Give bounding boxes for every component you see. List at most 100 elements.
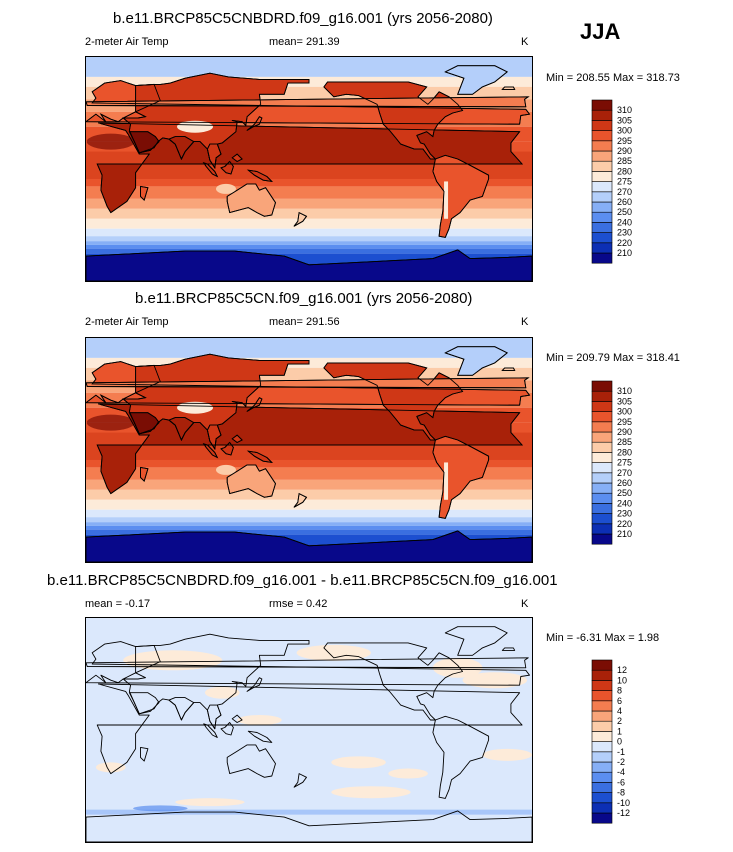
colorbar-tick-label: 270 [617,187,632,197]
coastline-india [168,697,195,721]
panel-2-mean: mean= 291.56 [269,316,340,328]
colorbar-tick-label: 8 [617,686,622,696]
colorbar-tick-label: -8 [617,788,625,798]
colorbar-tick-label: 305 [617,115,632,125]
coastline-newguinea [247,730,273,743]
colorbar-swatch [591,792,613,804]
colorbar-tick-label: -1 [617,747,625,757]
coastline-seAsiaIslands [231,714,243,723]
colorbar-swatch [591,802,613,814]
colorbar-tick-label: 260 [617,197,632,207]
colorbar-tick-label: -4 [617,767,625,777]
season-label: JJA [580,19,621,44]
panel-1-colorbar: 210 220 230 240 250 260 270 275 280 285 290 295 300 3… [591,99,652,276]
colorbar-swatch [591,242,613,254]
colorbar-tick-label: 230 [617,228,632,238]
coastline-iceland [501,647,516,651]
coastline-namerica [323,642,464,721]
colorbar-swatch [591,452,613,463]
colorbar-swatch [591,421,613,433]
panel-1-map [85,56,533,282]
panel-2-units: K [521,316,529,328]
colorbar-swatch [591,533,613,545]
colorbar-swatch [591,99,613,111]
panel-2-minmax: Min = 209.79 Max = 318.41 [546,352,680,364]
colorbar-swatch [591,181,613,193]
colorbar-swatch [591,201,613,213]
colorbar-swatch [591,812,613,824]
colorbar-swatch [591,523,613,535]
colorbar-swatch [591,710,613,722]
coastline-madagascar [140,746,149,762]
colorbar-swatch [591,390,613,402]
colorbar-swatch [591,741,613,753]
colorbar-swatch [591,150,613,162]
coastline-australia [226,744,276,778]
coastline-uk [86,657,529,669]
colorbar-tick-label: 280 [617,166,632,176]
colorbar-swatch [591,492,613,504]
colorbar-tick-label: 12 [617,665,627,675]
coastline-nz [293,773,307,788]
colorbar-swatch [591,513,613,525]
colorbar-swatch [591,771,613,783]
colorbar-swatch [591,160,613,172]
colorbar-swatch [591,191,613,203]
colorbar-tick-label: 310 [617,105,632,115]
colorbar-tick-label: 240 [617,498,632,508]
colorbar-tick-label: 250 [617,207,632,217]
panel-3-colorbar: -12 -10 -8 -6 -4 -2 -1 0 1 2 4 6 8 10 12 [591,659,652,836]
colorbar-tick-label: 285 [617,437,632,447]
panel-2-map [85,337,533,563]
colorbar-tick-label: 4 [617,706,622,716]
colorbar-tick-label: -2 [617,757,625,767]
colorbar-swatch [591,472,613,484]
colorbar-tick-label: 220 [617,238,632,248]
panel-3-mean: mean = -0.17 [85,598,151,610]
colorbar-swatch [591,380,613,392]
panel-1-title: b.e11.BRCP85C5CNBDRD.f09_g16.001 (yrs 20… [113,10,493,27]
colorbar-tick-label: 275 [617,458,632,468]
panel-1-variable: 2-meter Air Temp [85,36,169,48]
colorbar-tick-label: 275 [617,177,632,187]
colorbar-swatch [591,720,613,732]
panel-3-rmse: rmse = 0.42 [269,598,328,610]
colorbar-swatch [591,130,613,142]
colorbar-tick-label: 210 [617,248,632,258]
colorbar-tick-label: 250 [617,488,632,498]
panel-1-minmax: Min = 208.55 Max = 318.73 [546,72,680,84]
panel-2-variable: 2-meter Air Temp [85,316,169,328]
colorbar-swatch [591,482,613,494]
colorbar-tick-label: 280 [617,447,632,457]
colorbar-swatch [591,503,613,514]
panel-2-colorbar: 210 220 230 240 250 260 270 275 280 285 290 295 300 3… [591,380,652,557]
colorbar-tick-label: 1 [617,726,622,736]
coastline-arabia [128,692,160,715]
colorbar-tick-label: 295 [617,417,632,427]
coastline-africa [96,683,523,775]
colorbar-tick-label: 285 [617,156,632,166]
colorbar-tick-label: 260 [617,478,632,488]
coastline-seasia [206,704,222,730]
colorbar-swatch [591,401,613,412]
colorbar-swatch [591,171,613,182]
panel-3-minmax: Min = -6.31 Max = 1.98 [546,632,660,644]
coastline-greenland [444,626,508,656]
colorbar-swatch [591,109,613,121]
colorbar-tick-label: 210 [617,529,632,539]
colorbar-tick-label: 10 [617,675,627,685]
colorbar-swatch [591,669,613,681]
colorbar-swatch [591,761,613,773]
colorbar-tick-label: 300 [617,407,632,417]
colorbar-swatch [591,232,613,244]
colorbar-tick-label: 270 [617,468,632,478]
coastline-borneo [220,722,234,736]
colorbar-swatch [591,700,613,712]
colorbar-tick-label: 310 [617,386,632,396]
colorbar-swatch [591,120,613,131]
colorbar-tick-label: 0 [617,737,622,747]
colorbar-tick-label: 305 [617,396,632,406]
colorbar-tick-label: 240 [617,217,632,227]
colorbar-swatch [591,659,613,671]
colorbar-tick-label: 300 [617,126,632,136]
